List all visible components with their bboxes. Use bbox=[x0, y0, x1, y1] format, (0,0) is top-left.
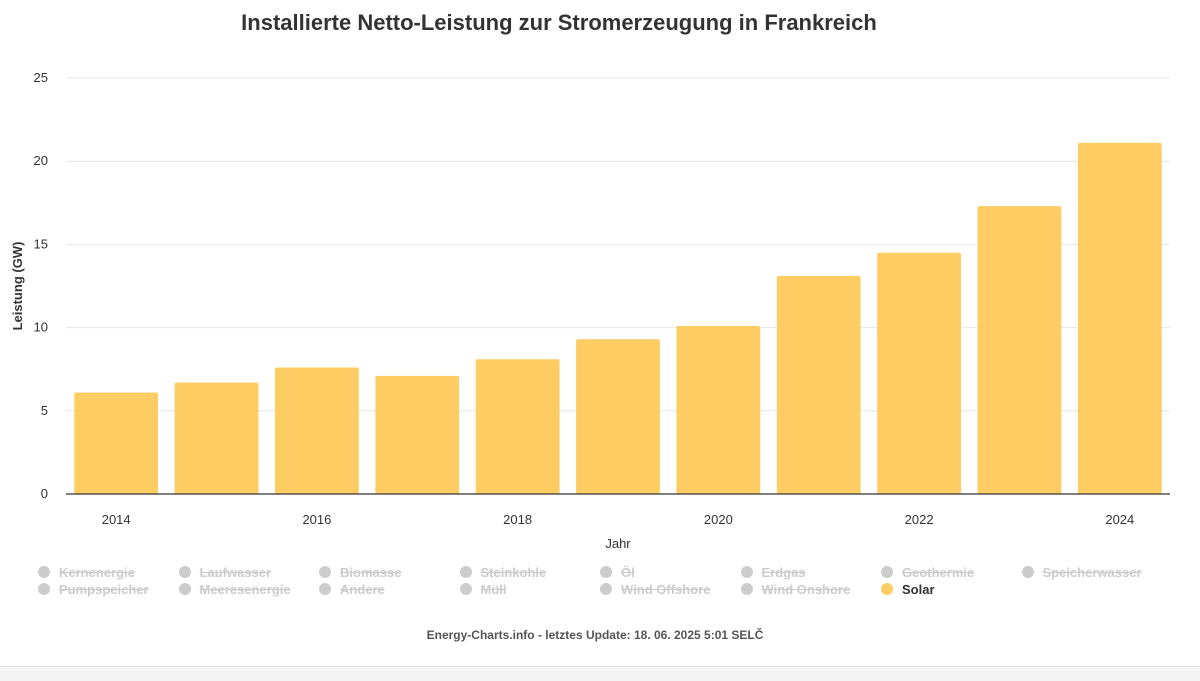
bar-2017 bbox=[375, 375, 460, 494]
y-tick-label: 10 bbox=[34, 320, 48, 335]
bar-2015 bbox=[174, 382, 259, 494]
legend-label: Biomasse bbox=[340, 564, 402, 580]
legend-dot-icon bbox=[881, 566, 893, 578]
legend-item-biomasse[interactable]: Biomasse bbox=[319, 564, 460, 580]
legend-item-meeresenergie[interactable]: Meeresenergie bbox=[178, 581, 320, 597]
x-tick-label: 2022 bbox=[905, 512, 934, 527]
legend-dot-icon bbox=[1021, 566, 1034, 578]
y-tick-label: 5 bbox=[41, 403, 48, 418]
legend-item-solar[interactable]: Solar bbox=[881, 581, 1022, 597]
legend-label: Laufwasser bbox=[199, 564, 272, 580]
legend-item-kernenergie[interactable]: Kernenergie bbox=[38, 564, 179, 580]
legend-label: Wind Offshore bbox=[621, 581, 711, 597]
legend-dot-icon bbox=[600, 566, 612, 578]
legend-item-laufwasser[interactable]: Laufwasser bbox=[178, 564, 320, 580]
legend-dot-icon bbox=[459, 566, 472, 578]
legend-item-andere[interactable]: Andere bbox=[319, 581, 460, 597]
legend-label: Geothermie bbox=[902, 564, 975, 580]
x-tick-label: 2016 bbox=[302, 512, 331, 527]
legend-item-pumpspeicher[interactable]: Pumpspeicher bbox=[38, 581, 179, 597]
x-tick-label: 2020 bbox=[704, 512, 733, 527]
legend-label: Pumpspeicher bbox=[59, 581, 149, 597]
legend-label: Kernenergie bbox=[59, 564, 135, 580]
bar-layer bbox=[74, 142, 1162, 495]
bar-2019 bbox=[576, 339, 660, 494]
legend-dot-icon bbox=[178, 583, 191, 595]
chart-title: Installierte Netto-Leistung zur Stromerz… bbox=[241, 10, 877, 35]
legend-dot-icon bbox=[38, 583, 50, 595]
legend-item-speicherwasser[interactable]: Speicherwasser bbox=[1021, 564, 1163, 580]
bar-2021 bbox=[776, 276, 861, 494]
legend-dot-icon bbox=[178, 566, 191, 578]
legend-dot-icon bbox=[459, 583, 472, 595]
y-tick-label: 15 bbox=[34, 236, 48, 251]
y-axis-title: Leistung (GW) bbox=[10, 242, 25, 331]
legend-label: Müll bbox=[480, 581, 507, 597]
bottom-bar bbox=[0, 666, 1200, 681]
legend-dot-icon bbox=[600, 583, 612, 595]
y-tick-label: 25 bbox=[34, 70, 48, 85]
legend-dot-icon bbox=[319, 583, 331, 595]
bar-2016 bbox=[275, 367, 359, 494]
bar-2020 bbox=[676, 325, 761, 494]
legend-item-müll[interactable]: Müll bbox=[459, 581, 601, 597]
legend-dot-icon bbox=[881, 583, 893, 595]
credits-text[interactable]: Energy-Charts.info - letztes Update: 18.… bbox=[426, 628, 764, 642]
bar-2018 bbox=[475, 359, 560, 494]
x-tick-label: 2024 bbox=[1105, 512, 1134, 527]
bar-2014 bbox=[74, 392, 159, 494]
x-tick-label: 2018 bbox=[503, 512, 532, 527]
legend-item-wind-offshore[interactable]: Wind Offshore bbox=[600, 581, 741, 597]
x-axis-title: Jahr bbox=[605, 536, 631, 551]
legend-label: Steinkohle bbox=[480, 564, 547, 580]
legend-label: Öl bbox=[621, 564, 635, 580]
y-tick-label: 20 bbox=[34, 153, 48, 168]
x-tick-label: 2014 bbox=[102, 512, 131, 527]
legend-item-öl[interactable]: Öl bbox=[600, 564, 741, 580]
legend-item-wind-onshore[interactable]: Wind Onshore bbox=[740, 581, 882, 597]
legend-item-steinkohle[interactable]: Steinkohle bbox=[459, 564, 601, 580]
y-tick-label: 0 bbox=[41, 486, 48, 501]
legend-dot-icon bbox=[319, 566, 331, 578]
legend-label: Andere bbox=[340, 581, 385, 597]
bar-2023 bbox=[977, 206, 1062, 495]
legend: Kernenergie Laufwasser Biomasse Steinkohle Ö… bbox=[38, 564, 1178, 597]
axis-layer: 0 5 10 15 20 25 2014 2016 2018 2020 2022 2024 bbox=[34, 70, 1170, 527]
legend-item-geothermie[interactable]: Geothermie bbox=[881, 564, 1022, 580]
legend-label: Meeresenergie bbox=[199, 581, 291, 597]
legend-label: Wind Onshore bbox=[761, 581, 851, 597]
legend-label: Erdgas bbox=[761, 564, 806, 580]
legend-dot-icon bbox=[740, 583, 753, 595]
bar-2022 bbox=[877, 252, 961, 494]
legend-item-erdgas[interactable]: Erdgas bbox=[740, 564, 882, 580]
legend-label: Speicherwasser bbox=[1042, 564, 1142, 580]
legend-label: Solar bbox=[902, 581, 935, 597]
legend-dot-icon bbox=[740, 566, 753, 578]
bar-2024 bbox=[1077, 142, 1162, 494]
legend-dot-icon bbox=[38, 566, 50, 578]
